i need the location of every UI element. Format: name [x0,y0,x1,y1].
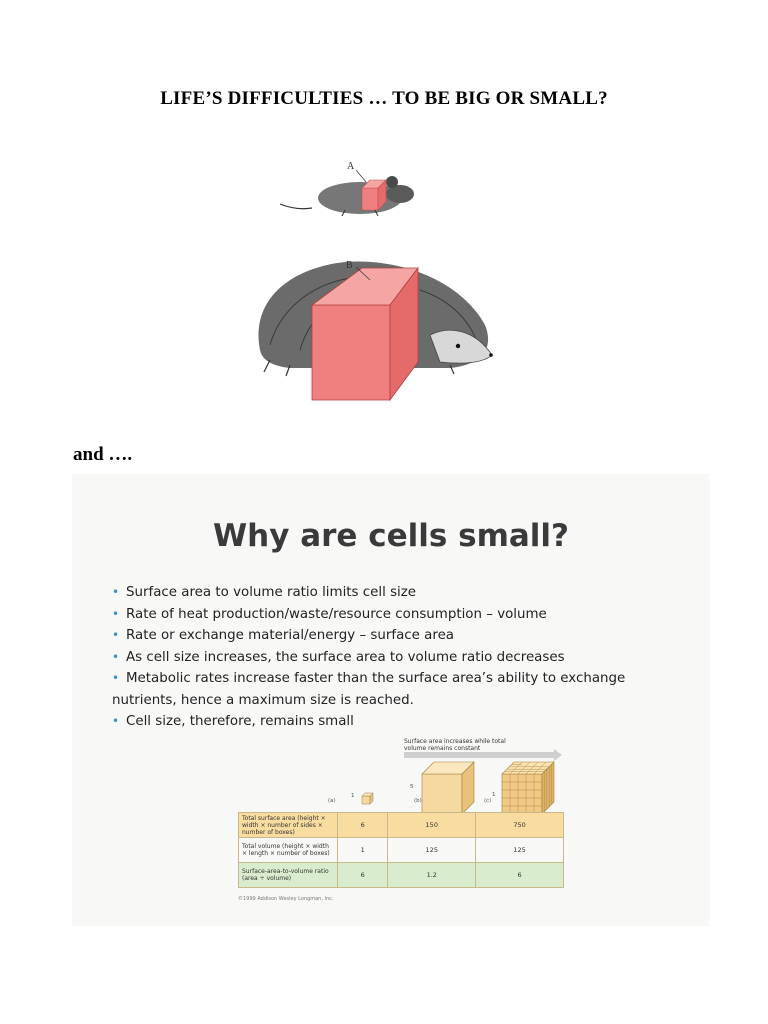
list-item: • As cell size increases, the surface are… [112,647,682,669]
col-label-c: (c) [484,798,492,804]
arrow-right-icon [404,749,562,761]
bullet-dot-icon: • [112,585,120,599]
dim-small: 1 [351,793,355,799]
dim-right: 1 [492,792,496,798]
table-row: Total volume (height × width × length × … [238,837,564,863]
bullet-dot-icon: • [112,671,120,685]
bullet-dot-icon: • [112,606,120,621]
mouse-illustration [279,176,414,217]
slide-bullet-list: • Surface area to volume ratio limits cel… [112,582,682,733]
figure-credit: ©1999 Addison Wesley Longman, Inc. [238,896,334,902]
list-item: • Rate of heat production/waste/resource … [112,604,682,626]
list-item: • Rate or exchange material/energy – surf… [112,625,682,647]
label-b: B [346,260,353,271]
bullet-dot-icon: • [112,628,120,642]
dim-mid: 5 [410,784,414,790]
slide-title: Why are cells small? [212,518,570,554]
small-cube-a [361,179,387,211]
bullet-dot-icon: • [112,714,120,728]
label-a: A [347,161,355,172]
list-item: • Surface area to volume ratio limits cel… [112,582,682,604]
list-item: • Cell size, therefore, remains small [112,711,682,733]
bullet-dot-icon: • [112,649,120,664]
col-label-b: (b) [414,798,422,804]
col-label-a: (a) [328,798,336,804]
surface-volume-table: Total surface area (height × width × num… [238,812,564,888]
cube-grid-icon [501,761,555,815]
figure-top-label: Surface area increases while total volum… [404,738,506,752]
medium-cube-icon [421,761,475,815]
surface-area-figure: Surface area increases while total volum… [228,736,568,904]
tiny-cube-icon [361,792,374,805]
and-text: and …. [73,444,133,465]
large-cube-b [310,266,419,402]
list-item: • Metabolic rates increase faster than th… [112,668,682,711]
animal-cube-illustration: A B [258,161,493,402]
embedded-slide: Why are cells small? • Surface area to vo… [72,474,710,926]
table-row: Surface-area-to-volume ratio (area ÷ vol… [238,862,564,888]
page-title: LIFE’S DIFFICULTIES … TO BE BIG OR SMALL… [160,88,608,109]
table-row: Total surface area (height × width × num… [238,812,564,838]
